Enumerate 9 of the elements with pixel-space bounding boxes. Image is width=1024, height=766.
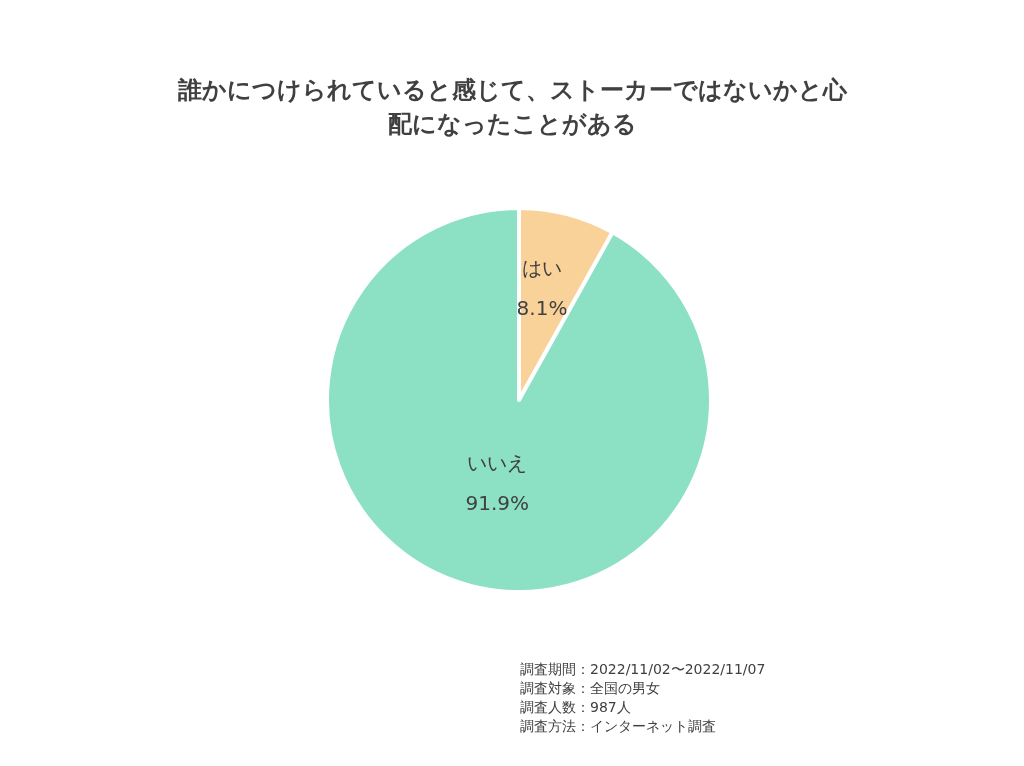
data-label: 8.1%	[516, 295, 568, 320]
chart-title: 誰かにつけられていると感じて、ストーカーではないかと心配になったことがある	[176, 76, 848, 138]
text: 調査対象：全国の男女	[520, 680, 660, 696]
slice-label: はい	[522, 255, 562, 280]
text: 調査人数：987人	[520, 699, 631, 715]
data-label: 91.9%	[465, 490, 530, 515]
text: 調査方法：インターネット調査	[520, 718, 716, 734]
text: 調査期間：2022/11/02〜2022/11/07	[520, 661, 766, 677]
slice-label: いいえ	[467, 450, 528, 475]
